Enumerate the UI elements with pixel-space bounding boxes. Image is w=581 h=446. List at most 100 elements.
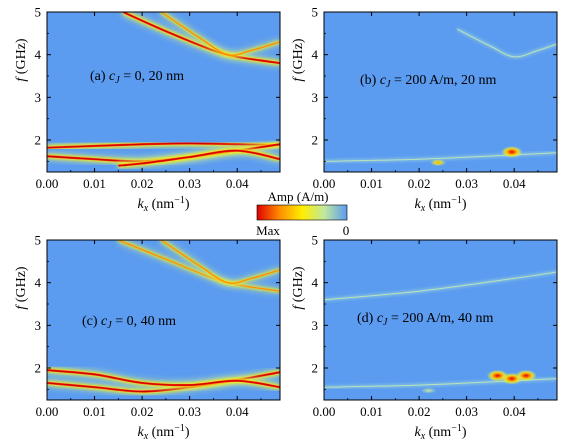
x-tick-label: 0.03 bbox=[178, 176, 201, 191]
x-axis-label-unit: (nm bbox=[148, 197, 174, 212]
dispersion-branch bbox=[117, 146, 280, 171]
x-tick-label: 0.04 bbox=[503, 176, 526, 191]
y-tick-label: 4 bbox=[312, 275, 319, 290]
x-axis-label-close: ) bbox=[462, 197, 467, 212]
y-tick-label: 4 bbox=[35, 47, 42, 62]
y-axis-label-var: f bbox=[291, 304, 306, 310]
dispersion-branch bbox=[456, 27, 557, 59]
x-axis-label-sub: x bbox=[420, 431, 426, 442]
x-tick-label: 0.04 bbox=[226, 176, 249, 191]
x-tick-label: 0.03 bbox=[178, 404, 201, 419]
y-tick-label: 4 bbox=[312, 47, 319, 62]
plot-frame bbox=[46, 239, 281, 401]
plot-background bbox=[324, 12, 557, 172]
panel-d: 0.00 0.01 0.02 0.03 0.04 2 3 4 5 kx (nm−1) f (GHz)… bbox=[291, 233, 558, 442]
y-tick-label: 2 bbox=[35, 133, 42, 148]
annotation-var: c bbox=[377, 311, 384, 326]
x-tick-label: 0.00 bbox=[313, 404, 336, 419]
annotation-sub: J bbox=[383, 317, 388, 328]
x-tick-label: 0.01 bbox=[83, 176, 106, 191]
hotspot bbox=[500, 356, 523, 400]
annotation-prefix: (c) bbox=[82, 314, 101, 329]
x-tick-label: 0.01 bbox=[83, 404, 106, 419]
x-axis-label: kx (nm−1) bbox=[414, 423, 466, 442]
x-axis-label-var: k bbox=[137, 425, 144, 440]
x-axis-label-sub: x bbox=[143, 203, 149, 214]
x-tick-label: 0.01 bbox=[360, 404, 383, 419]
x-tick-label: 0.02 bbox=[408, 176, 431, 191]
dispersion-branch bbox=[159, 240, 280, 287]
y-axis-label-var: f bbox=[14, 76, 29, 82]
annotation-sub: J bbox=[386, 79, 391, 90]
dispersion-branch bbox=[324, 377, 557, 389]
y-axis-label-var: f bbox=[291, 76, 306, 82]
x-axis-label-var: k bbox=[414, 197, 421, 212]
panel-annotation: (d) cJ = 200 A/m, 40 nm bbox=[357, 311, 494, 328]
annotation-sub: J bbox=[107, 320, 112, 331]
annotation-rest: = 200 A/m, 40 nm bbox=[388, 311, 494, 326]
hotspot bbox=[420, 387, 437, 394]
x-axis-label-unit: (nm bbox=[425, 425, 451, 440]
annotation-sub: J bbox=[115, 75, 120, 86]
x-tick-label: 0.04 bbox=[226, 404, 249, 419]
x-axis-label-sub: x bbox=[143, 431, 149, 442]
hotspot bbox=[430, 159, 447, 167]
y-axis-label-unit: (GHz) bbox=[291, 38, 306, 78]
panel-annotation: (a) cJ = 0, 20 nm bbox=[90, 69, 184, 86]
y-tick-label: 3 bbox=[312, 90, 319, 105]
dispersion-branch bbox=[47, 365, 280, 392]
x-axis-label-close: ) bbox=[185, 425, 190, 440]
x-axis-label: kx (nm−1) bbox=[414, 195, 466, 214]
annotation-prefix: (d) bbox=[357, 311, 377, 326]
x-axis-label-sup: −1 bbox=[174, 195, 185, 206]
x-axis-label-sup: −1 bbox=[451, 423, 462, 434]
y-tick-label: 5 bbox=[312, 233, 319, 248]
y-tick-label: 3 bbox=[35, 90, 42, 105]
x-tick-label: 0.02 bbox=[408, 404, 431, 419]
colorbar-min-label: Max bbox=[256, 223, 280, 238]
plot-area bbox=[324, 270, 557, 400]
plot-area bbox=[47, 240, 280, 396]
hotspot bbox=[500, 129, 523, 172]
y-axis-label: f (GHz) bbox=[14, 266, 29, 309]
x-axis-label-var: k bbox=[414, 425, 421, 440]
x-axis-label: kx (nm−1) bbox=[137, 423, 189, 442]
y-tick-label: 4 bbox=[35, 275, 42, 290]
plot-frame bbox=[323, 239, 558, 401]
x-axis-label-var: k bbox=[137, 197, 144, 212]
y-tick-label: 2 bbox=[312, 133, 319, 148]
colorbar-title: Amp (A/m) bbox=[267, 189, 328, 204]
plot-area bbox=[47, 12, 280, 171]
y-tick-label: 2 bbox=[312, 361, 319, 376]
x-tick-label: 0.04 bbox=[503, 404, 526, 419]
y-axis-label-unit: (GHz) bbox=[14, 266, 29, 306]
x-tick-label: 0.00 bbox=[36, 176, 59, 191]
colorbar-max-label: 0 bbox=[343, 223, 350, 238]
y-axis-label: f (GHz) bbox=[14, 38, 29, 81]
panel-a: 0.00 0.01 0.02 0.03 0.04 2 3 4 5 kx (nm−1) f (GHz)… bbox=[14, 5, 281, 214]
plot-frame bbox=[46, 11, 281, 173]
y-axis-label-unit: (GHz) bbox=[291, 266, 306, 306]
x-tick-label: 0.02 bbox=[131, 176, 154, 191]
y-tick-label: 3 bbox=[312, 318, 319, 333]
x-axis-label-unit: (nm bbox=[425, 197, 451, 212]
panel-annotation: (b) cJ = 200 A/m, 20 nm bbox=[360, 73, 497, 90]
panel-c: 0.00 0.01 0.02 0.03 0.04 2 3 4 5 kx (nm−1) f (GHz)… bbox=[14, 233, 281, 442]
annotation-var: c bbox=[109, 69, 116, 84]
y-tick-label: 5 bbox=[312, 5, 319, 20]
annotation-prefix: (b) bbox=[360, 73, 380, 88]
annotation-var: c bbox=[380, 73, 387, 88]
annotation-rest: = 0, 40 nm bbox=[112, 314, 176, 329]
y-axis-label-unit: (GHz) bbox=[14, 38, 29, 78]
panel-b: 0.00 0.01 0.02 0.03 0.04 2 3 4 5 kx (nm−1) f (GHz)… bbox=[291, 5, 558, 214]
colorbar: Amp (A/m) Max 0 bbox=[256, 189, 349, 238]
y-tick-label: 5 bbox=[35, 233, 42, 248]
x-axis-label-sup: −1 bbox=[174, 423, 185, 434]
dispersion-branch bbox=[324, 270, 557, 302]
y-tick-label: 5 bbox=[35, 5, 42, 20]
plot-frame bbox=[323, 11, 558, 173]
annotation-rest: = 0, 20 nm bbox=[120, 69, 184, 84]
x-axis-label-close: ) bbox=[462, 425, 467, 440]
